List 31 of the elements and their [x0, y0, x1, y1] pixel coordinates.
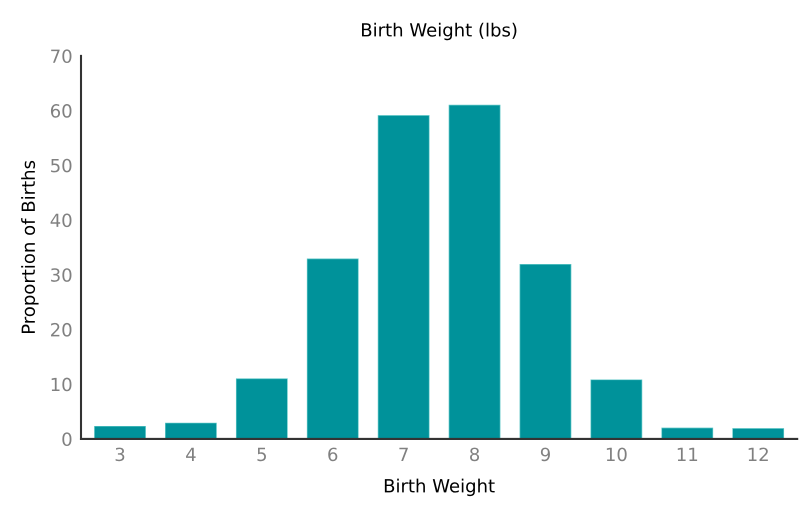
y-tick-label: 30: [51, 268, 72, 282]
y-tick-label: 40: [50, 213, 72, 228]
x-tick-label: 3: [116, 448, 124, 462]
x-tick-label: 6: [328, 448, 338, 462]
y-tick-label: 10: [52, 378, 72, 392]
y-tick-label: 70: [51, 49, 72, 63]
bar: [732, 428, 784, 439]
bar: [661, 428, 714, 439]
x-tick-label: 10: [606, 448, 627, 462]
chart-title: Birth Weight (lbs): [362, 22, 516, 40]
y-tick-label: 0: [62, 432, 72, 446]
bar: [590, 379, 642, 439]
x-tick-label: 5: [257, 448, 266, 462]
x-tick-label: 4: [186, 448, 196, 461]
bar: [448, 104, 500, 439]
bar: [306, 258, 359, 439]
x-tick-label: 11: [678, 448, 698, 461]
x-tick-label: 9: [540, 448, 550, 462]
y-axis-title: Proportion of Births: [21, 160, 39, 334]
bar: [520, 264, 572, 439]
x-axis-title: Birth Weight: [384, 478, 495, 496]
bar: [378, 115, 430, 439]
bar: [236, 378, 288, 439]
x-tick-label: 12: [748, 448, 768, 461]
bar: [165, 422, 217, 439]
bar: [94, 426, 146, 439]
y-tick-label: 60: [50, 104, 72, 118]
x-tick-label: 8: [470, 448, 480, 462]
y-tick-label: 20: [51, 322, 72, 337]
x-tick-label: 7: [399, 448, 408, 461]
y-tick-label: 50: [51, 158, 72, 172]
